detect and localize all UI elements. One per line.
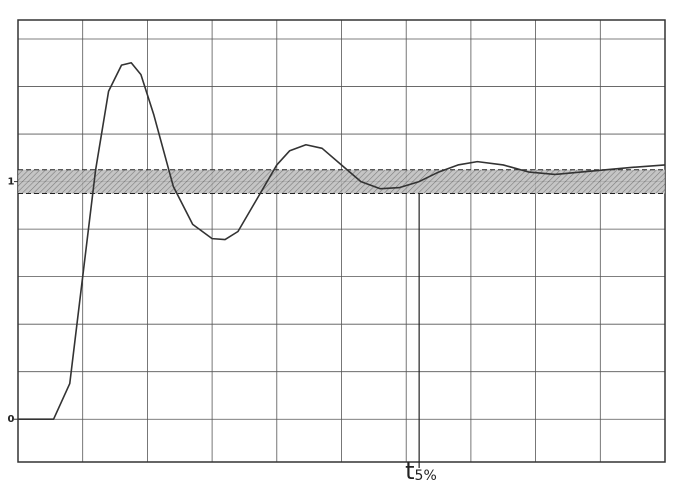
tolerance-band [18,169,665,194]
settling-label-main: t [405,457,414,485]
y-tick-label: 1 [8,177,15,188]
response-line [18,61,666,421]
settling-label-sub: 5% [415,468,437,484]
settling-label: t5% [405,457,437,485]
y-tick-label: 0 [8,414,15,425]
plot-frame [17,19,666,463]
